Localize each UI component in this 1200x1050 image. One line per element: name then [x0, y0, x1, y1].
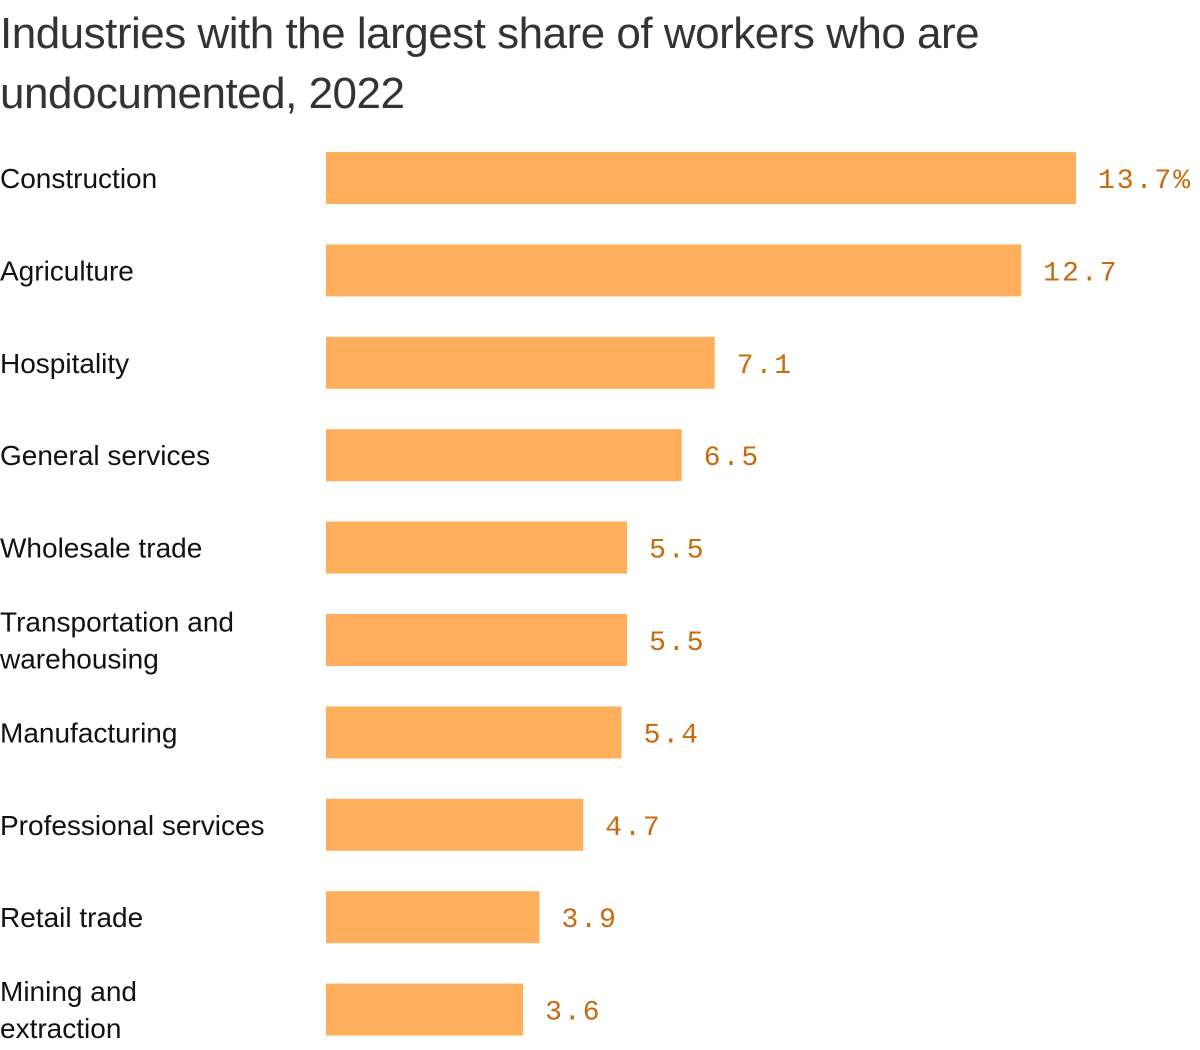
category-label: Agriculture — [0, 255, 134, 286]
bar — [326, 891, 540, 944]
bar — [326, 706, 622, 759]
value-label: 12.7 — [1043, 258, 1118, 289]
value-label: 3.9 — [562, 905, 618, 936]
value-label: 5.5 — [649, 536, 705, 567]
value-label: 4.7 — [605, 813, 661, 844]
category-label: Manufacturing — [0, 717, 177, 748]
category-label: Construction — [0, 163, 157, 194]
category-label: Transportation and — [0, 607, 234, 638]
bar — [326, 336, 715, 389]
category-label: extraction — [0, 1013, 121, 1044]
category-label: Professional services — [0, 810, 265, 841]
chart-title: Industries with the largest share of wor… — [0, 9, 980, 118]
bar — [326, 244, 1022, 297]
bar — [326, 798, 584, 851]
value-label: 6.5 — [704, 443, 760, 474]
value-label: 5.5 — [649, 628, 705, 659]
value-label: 3.6 — [545, 998, 601, 1029]
bar — [326, 152, 1076, 204]
bar — [326, 614, 628, 666]
category-label: Retail trade — [0, 902, 143, 933]
category-label: General services — [0, 440, 210, 471]
value-label: 5.4 — [644, 720, 700, 751]
category-label: Hospitality — [0, 348, 129, 379]
bar — [326, 429, 682, 482]
category-label: Mining and — [0, 976, 137, 1007]
bar — [326, 983, 524, 1036]
bar — [326, 521, 628, 574]
category-label: Wholesale trade — [0, 533, 202, 564]
value-label: 13.7% — [1098, 166, 1192, 197]
value-label: 7.1 — [737, 351, 793, 382]
category-label: warehousing — [0, 644, 159, 675]
